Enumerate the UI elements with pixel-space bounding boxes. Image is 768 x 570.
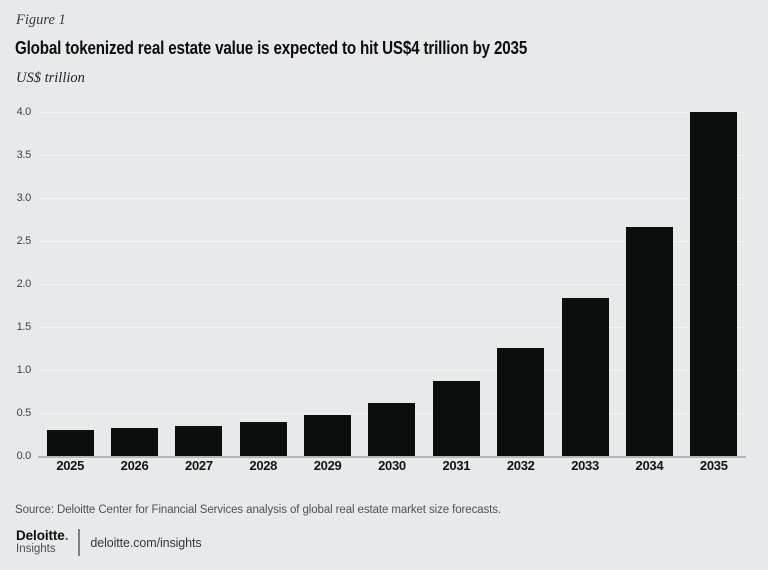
brand-insights: Insights <box>16 543 56 556</box>
x-axis-label: 2031 <box>442 458 471 473</box>
brand-wordmark: Deloitte. <box>16 528 69 543</box>
bar-2032 <box>497 347 545 456</box>
x-axis-label: 2028 <box>249 458 278 473</box>
brand-dot: . <box>64 528 69 543</box>
y-tick-label: 3.5 <box>16 149 32 161</box>
y-tick-label: 2.0 <box>16 278 32 290</box>
bar-series <box>38 112 746 456</box>
x-axis-line <box>38 456 746 458</box>
x-axis-label: 2029 <box>313 458 342 473</box>
bar-2025 <box>46 430 94 456</box>
chart-title: Global tokenized real estate value is ex… <box>15 37 528 58</box>
bar-2027 <box>175 425 223 456</box>
bar-group <box>102 112 166 456</box>
gridline <box>38 198 746 199</box>
x-axis-label: 2032 <box>506 458 535 473</box>
y-axis: 4.0 3.5 3.0 2.5 2.0 1.5 1.0 0.5 0.0 <box>0 106 32 462</box>
bar-2034 <box>625 227 673 456</box>
bar-group <box>489 112 553 456</box>
bar-2035 <box>690 112 738 456</box>
y-tick-label: 2.5 <box>16 235 32 247</box>
x-axis-label: 2033 <box>571 458 599 473</box>
gridline <box>38 284 746 285</box>
y-tick-label: 1.0 <box>16 364 32 376</box>
gridline <box>38 370 746 371</box>
y-tick-label: 4.0 <box>16 106 32 118</box>
bar-group <box>295 112 359 456</box>
gridline <box>38 155 746 156</box>
x-axis: 2025 2026 2027 2028 2029 2030 2031 2032 2033 2034… <box>38 458 746 473</box>
insights-link[interactable]: deloitte.com/insights <box>90 535 202 550</box>
bar-2028 <box>239 421 287 456</box>
source-note: Source: Deloitte Center for Financial Se… <box>15 504 502 516</box>
brand-text: Deloitte <box>16 528 65 543</box>
bar-2033 <box>561 297 609 456</box>
y-tick-label: 1.5 <box>16 321 32 333</box>
bar-group <box>231 112 295 456</box>
bar-group <box>38 112 102 456</box>
x-axis-label: 2035 <box>699 458 728 473</box>
bar-group <box>682 112 746 456</box>
gridline <box>38 327 746 328</box>
bar-2031 <box>432 381 480 456</box>
y-tick-label: 0.5 <box>16 407 32 419</box>
bar-2030 <box>368 402 416 456</box>
bar-2029 <box>304 414 352 456</box>
bar-group <box>167 112 231 456</box>
gridline <box>38 241 746 242</box>
deloitte-logo: Deloitte. Insights <box>16 528 69 556</box>
bar-chart: 4.0 3.5 3.0 2.5 2.0 1.5 1.0 0.5 0.0 <box>0 106 768 462</box>
gridline <box>38 112 746 113</box>
x-axis-label: 2025 <box>56 458 85 473</box>
bar-group <box>424 112 488 456</box>
x-axis-label: 2026 <box>120 458 149 473</box>
plot-area <box>38 112 746 458</box>
chart-unit-label: US$ trillion <box>16 70 85 86</box>
bar-group <box>617 112 681 456</box>
y-tick-label: 0.0 <box>16 450 32 462</box>
footer: Deloitte. Insights deloitte.com/insights <box>16 528 202 557</box>
x-axis-label: 2030 <box>378 458 406 473</box>
bar-group <box>360 112 424 456</box>
x-axis-label: 2027 <box>185 458 213 473</box>
x-axis-label: 2034 <box>635 458 664 473</box>
bar-2026 <box>111 428 159 456</box>
bar-group <box>553 112 617 456</box>
figure-label: Figure 1 <box>16 12 66 28</box>
footer-divider <box>78 529 81 557</box>
y-tick-label: 3.0 <box>16 192 32 204</box>
